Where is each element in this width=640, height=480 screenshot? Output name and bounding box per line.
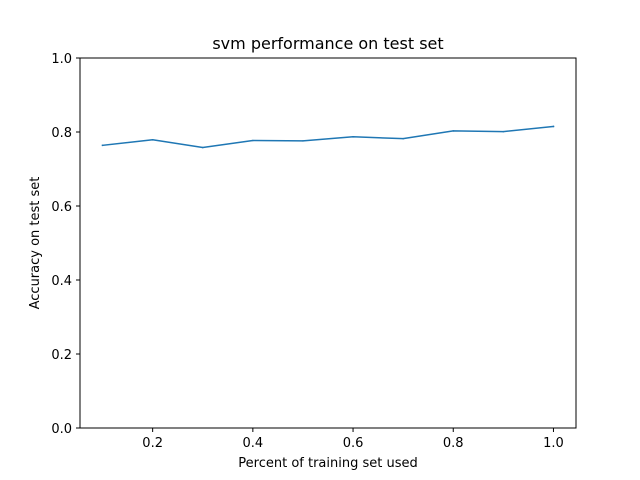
x-tick-label: 1.0: [543, 436, 564, 451]
x-axis-label: Percent of training set used: [238, 456, 417, 471]
data-point: [502, 130, 505, 133]
data-point: [452, 130, 455, 132]
chart-title: svm performance on test set: [212, 34, 443, 53]
y-tick-label: 1.0: [51, 52, 72, 67]
data-point: [352, 136, 354, 138]
x-tick-label: 0.8: [443, 436, 464, 451]
data-point: [252, 139, 254, 142]
data-point: [151, 138, 154, 141]
data-point: [402, 137, 404, 140]
y-tick-label: 0.4: [51, 274, 72, 289]
axis-ticks: 0.2 0.4 0.6 0.8 1.0 0.0 0.2 0.4 0.6 0.8 1.0: [51, 52, 563, 451]
x-tick-label: 0.4: [243, 436, 264, 451]
x-tick-label: 0.6: [343, 436, 364, 451]
y-tick-label: 0.6: [51, 200, 72, 215]
y-tick-label: 0.2: [51, 348, 72, 363]
series-line: [101, 125, 555, 149]
x-tick-label: 0.2: [142, 436, 163, 451]
data-point: [552, 125, 555, 128]
data-point: [101, 144, 104, 147]
y-tick-label: 0.0: [51, 422, 72, 437]
y-axis-label: Accuracy on test set: [28, 177, 43, 310]
series-layer: [101, 125, 555, 149]
plot-frame: [79, 57, 577, 429]
data-point: [302, 140, 304, 142]
y-tick-label: 0.8: [51, 126, 72, 141]
data-point: [201, 146, 204, 149]
